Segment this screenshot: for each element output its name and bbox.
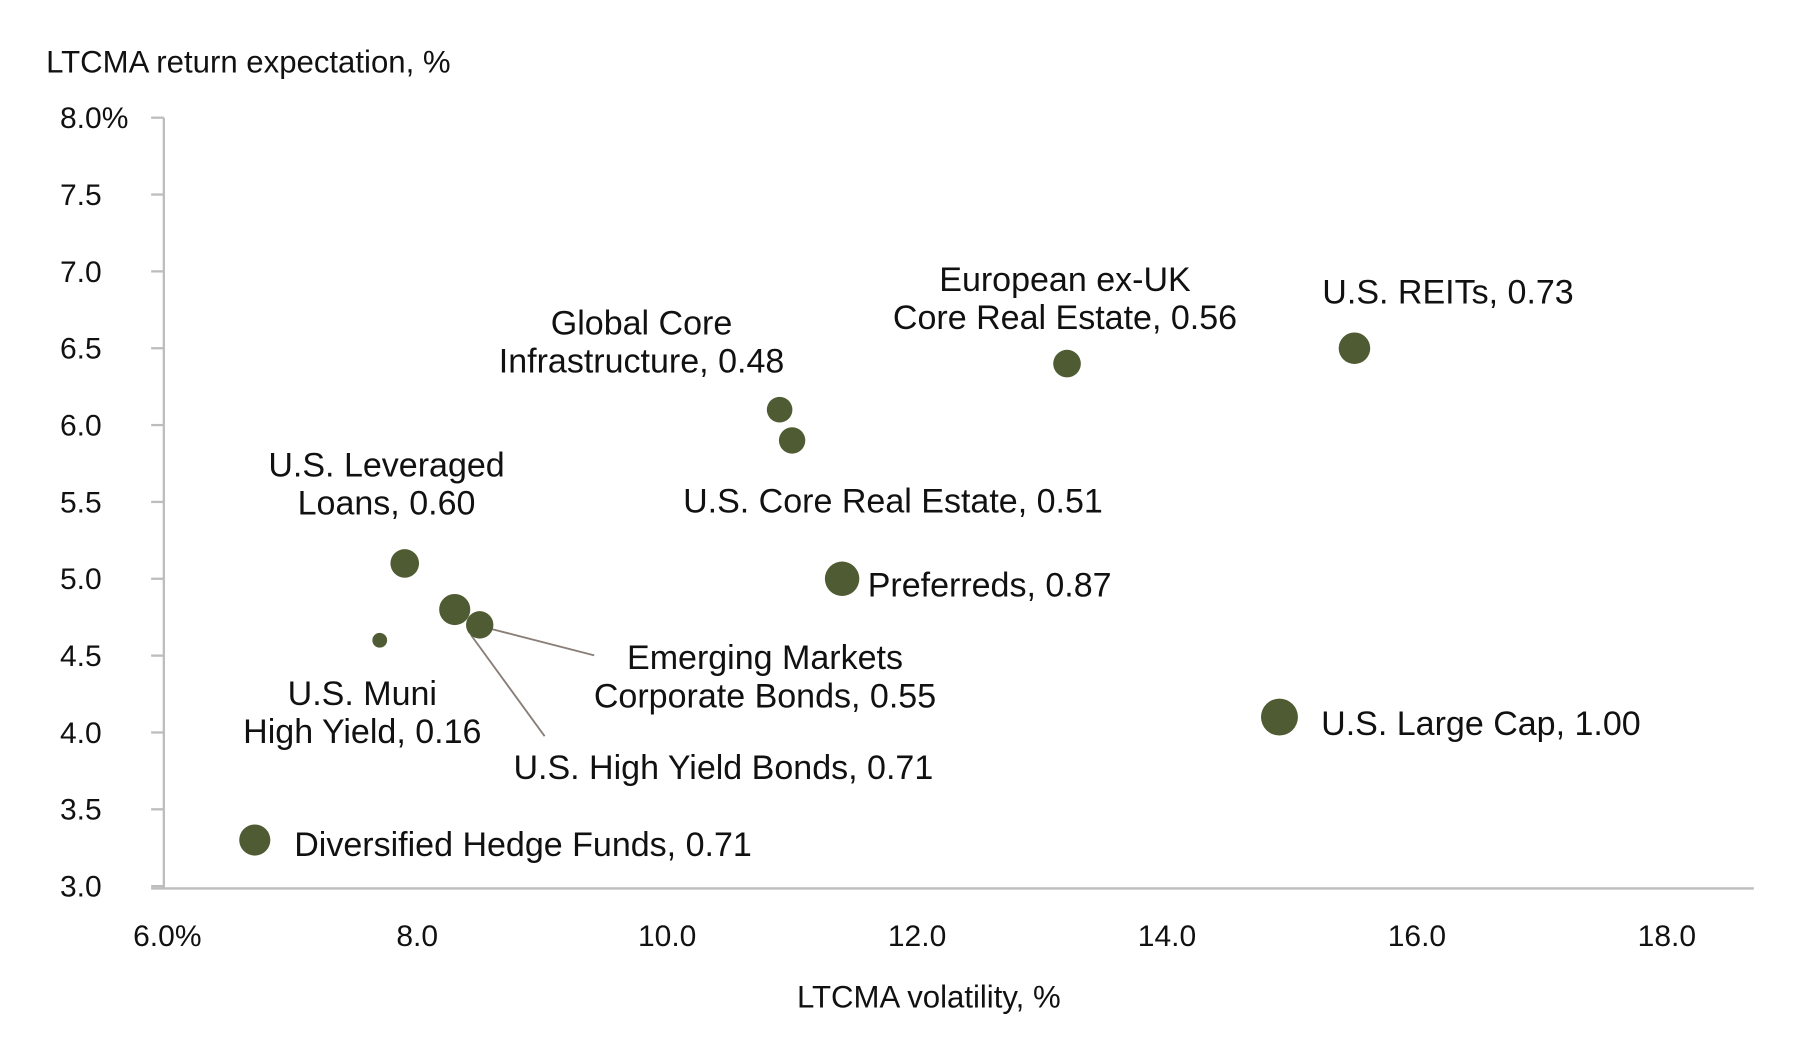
- data-point: [1338, 332, 1371, 365]
- data-point: [439, 593, 471, 626]
- y-tick-label: 6.5: [60, 333, 102, 366]
- data-label: Preferreds, 0.87: [868, 567, 1112, 605]
- data-point: [1053, 349, 1081, 378]
- leader-lines: [470, 627, 595, 737]
- x-tick-label: 14.0: [1138, 920, 1196, 953]
- x-tick-label: 12.0: [888, 920, 946, 953]
- data-point: [824, 561, 860, 596]
- data-label: Infrastructure, 0.48: [499, 343, 785, 381]
- leader-line-em-corporate-bonds: [488, 627, 595, 657]
- data-point: [390, 549, 420, 578]
- leader-line-us-high-yield-bonds: [470, 634, 546, 737]
- y-tick-label: 6.0: [60, 409, 102, 442]
- data-label: Emerging Markets: [627, 639, 903, 677]
- data-label: Corporate Bonds, 0.55: [594, 677, 936, 715]
- data-point: [239, 824, 271, 856]
- data-label: U.S. High Yield Bonds, 0.71: [513, 749, 933, 787]
- data-label: Global Core: [551, 305, 733, 343]
- x-tick-label: 10.0: [638, 920, 696, 953]
- data-point: [766, 396, 793, 423]
- data-label: Loans, 0.60: [298, 485, 476, 523]
- x-tick-label: 8.0: [396, 920, 438, 953]
- y-tick-label: 4.5: [60, 640, 102, 673]
- y-tick-label: 8.0%: [60, 102, 128, 135]
- y-tick-label: 4.0: [60, 717, 102, 750]
- data-label: High Yield, 0.16: [243, 713, 481, 751]
- data-point: [372, 632, 388, 648]
- data-label: Core Real Estate, 0.56: [893, 299, 1237, 337]
- x-axis-title: LTCMA volatility, %: [797, 979, 1061, 1014]
- data-point: [1261, 698, 1298, 736]
- y-tick-label: 5.5: [60, 486, 102, 519]
- y-axis-title: LTCMA return expectation, %: [46, 45, 450, 80]
- x-tick-label: 6.0%: [133, 920, 201, 953]
- data-label: Diversified Hedge Funds, 0.71: [294, 826, 752, 864]
- y-tick-label: 5.0: [60, 563, 102, 596]
- data-label: U.S. Leveraged: [268, 447, 504, 485]
- data-label: U.S. Large Cap, 1.00: [1321, 705, 1641, 743]
- data-label: European ex-UK: [939, 261, 1191, 299]
- y-tick-label: 7.5: [60, 179, 102, 212]
- data-points: [239, 332, 1371, 856]
- x-tick-label: 16.0: [1388, 920, 1446, 953]
- data-point: [778, 427, 806, 454]
- y-tick-label: 7.0: [60, 256, 102, 289]
- data-point: [466, 611, 494, 639]
- data-label: U.S. REITs, 0.73: [1322, 273, 1573, 311]
- y-tick-label: 3.0: [60, 871, 102, 904]
- y-tick-label: 3.5: [60, 794, 102, 827]
- data-label: U.S. Muni: [288, 675, 437, 713]
- x-tick-label: 18.0: [1638, 920, 1696, 953]
- data-labels: Diversified Hedge Funds, 0.71 U.S. MuniHi…: [243, 261, 1641, 864]
- axes: 8.0% 7.5 7.0 6.5 6.0 5.5 5.0 4.5 4.0 3.5 3.0 6.0% 8.…: [60, 102, 1754, 953]
- data-label: U.S. Core Real Estate, 0.51: [683, 482, 1103, 520]
